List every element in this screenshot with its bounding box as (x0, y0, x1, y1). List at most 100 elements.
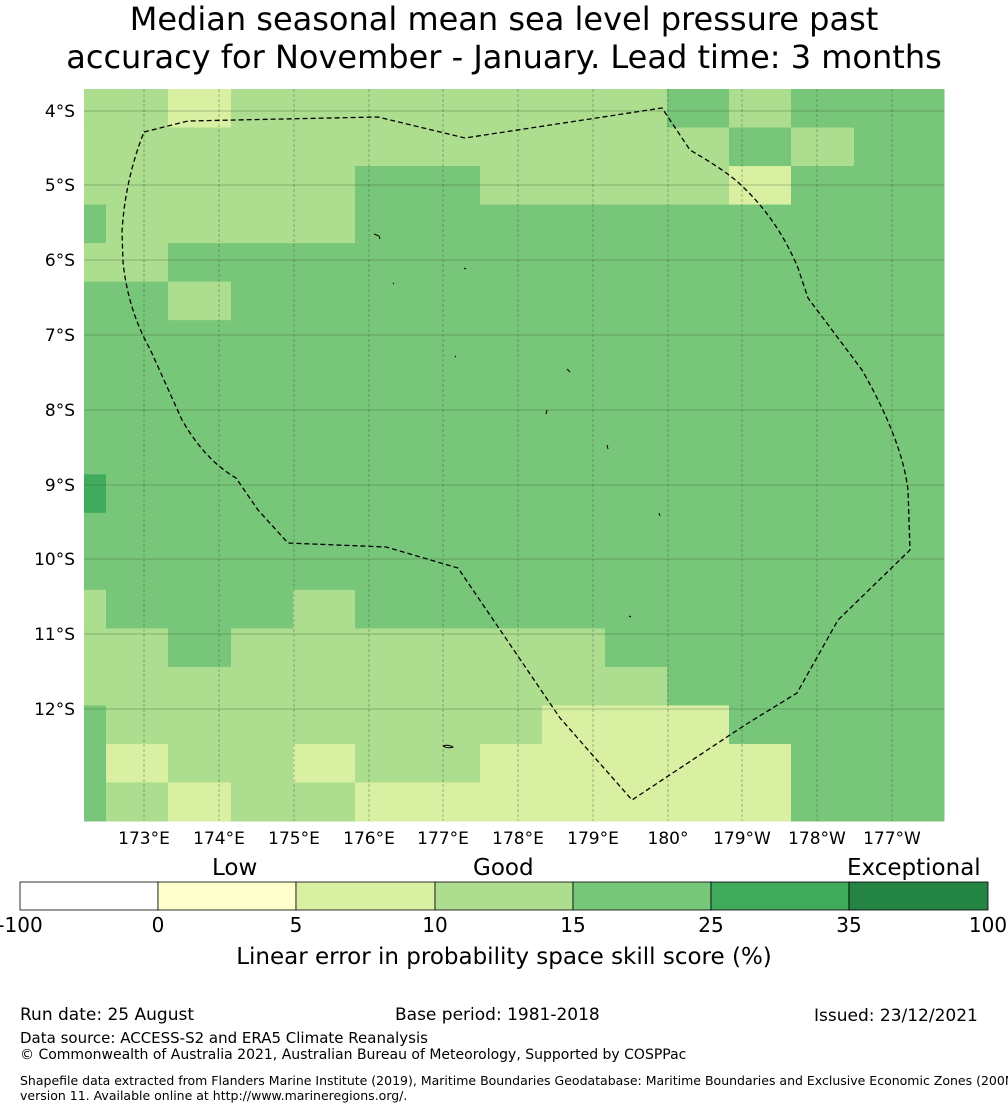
grid-cell (418, 743, 481, 783)
grid-cell (667, 628, 730, 668)
longitude-label: 179°E (567, 829, 619, 849)
grid-cell (293, 281, 356, 321)
grid-cell (168, 243, 232, 283)
grid-cell (84, 551, 107, 591)
grid-cell (729, 628, 792, 668)
longitude-label: 178°E (492, 829, 544, 849)
grid-cell (729, 474, 792, 514)
grid-cell (168, 705, 232, 745)
grid-cell (605, 358, 668, 398)
grid-cell (231, 551, 294, 591)
grid-cell (791, 589, 855, 629)
grid-cell (542, 512, 606, 552)
grid-cell (854, 204, 945, 244)
grid-cell (667, 589, 730, 629)
grid-cell (854, 281, 945, 321)
grid-cell (168, 589, 232, 629)
grid-cell (791, 89, 855, 129)
grid-cell (355, 89, 419, 129)
grid-cell (542, 628, 606, 668)
latitude-label: 10°S (34, 550, 75, 570)
grid-cell (729, 243, 792, 283)
latitude-label: 8°S (45, 401, 75, 421)
grid-cell (418, 512, 481, 552)
grid-cell (355, 512, 419, 552)
grid-cell (854, 358, 945, 398)
grid-cell (542, 589, 606, 629)
grid-cell (106, 204, 169, 244)
grid-cell (542, 474, 606, 514)
longitude-label: 174°E (193, 829, 245, 849)
longitude-label: 180° (648, 829, 689, 849)
grid-cell (106, 166, 169, 206)
grid-cell (605, 435, 668, 475)
grid-cell (84, 705, 107, 745)
grid-cell (729, 320, 792, 360)
grid-cell (854, 705, 945, 745)
grid-cell (729, 281, 792, 321)
grid-cell (480, 512, 543, 552)
grid-cell (480, 474, 543, 514)
grid-cell (667, 243, 730, 283)
grid-cell (667, 512, 730, 552)
data-source: Data source: ACCESS-S2 and ERA5 Climate … (20, 1029, 428, 1047)
grid-cell (667, 358, 730, 398)
grid-cell (542, 743, 606, 783)
grid-cell (542, 435, 606, 475)
grid-cell (231, 512, 294, 552)
colorbar-tick: 100 (968, 913, 1008, 937)
grid-cell (729, 705, 792, 745)
grid-cell (293, 358, 356, 398)
grid-cell (667, 281, 730, 321)
grid-cell (480, 705, 543, 745)
grid-cell (667, 666, 730, 706)
grid-cell (106, 320, 169, 360)
grid-cell (605, 512, 668, 552)
grid-cell (355, 127, 419, 167)
grid-cell (418, 782, 481, 822)
grid-cell (791, 397, 855, 437)
grid-cell (84, 166, 107, 206)
island (606, 444, 609, 450)
island (658, 512, 661, 517)
grid-cell (480, 628, 543, 668)
grid-cell (106, 782, 169, 822)
grid-cell (729, 204, 792, 244)
grid-cell (231, 628, 294, 668)
colorbar-segment (19, 881, 159, 911)
grid-cell (106, 435, 169, 475)
grid-cell (729, 743, 792, 783)
grid-cell (231, 320, 294, 360)
grid-cell (542, 705, 606, 745)
grid-cell (729, 358, 792, 398)
grid-cell (418, 551, 481, 591)
colorbar-segment (434, 881, 574, 911)
longitude-labels: 173°E 174°E 175°E 176°E 177°E 178°E 179°E 180° 1… (118, 829, 921, 849)
grid-cell (84, 358, 107, 398)
grid-cell (480, 666, 543, 706)
grid-cell (84, 127, 107, 167)
grid-cell (418, 628, 481, 668)
grid-cell (231, 397, 294, 437)
grid-cell (418, 166, 481, 206)
grid-cell (480, 743, 543, 783)
grid-cell (418, 397, 481, 437)
grid-cell (293, 166, 356, 206)
grid-cell (231, 666, 294, 706)
grid-cell (542, 782, 606, 822)
grid-cell (293, 628, 356, 668)
colorbar-tick: 0 (151, 913, 165, 937)
grid-cell (355, 474, 419, 514)
grid-cell (480, 397, 543, 437)
grid-cell (542, 666, 606, 706)
colorbar-axis-label: Linear error in probability space skill … (236, 944, 772, 970)
grid-cell (168, 127, 232, 167)
grid-cell (106, 628, 169, 668)
grid-cell (293, 666, 356, 706)
colorbar-tick: 5 (289, 913, 303, 937)
grid-cell (84, 782, 107, 822)
islands (373, 233, 661, 749)
grid-cell (106, 358, 169, 398)
grid-cell (480, 589, 543, 629)
